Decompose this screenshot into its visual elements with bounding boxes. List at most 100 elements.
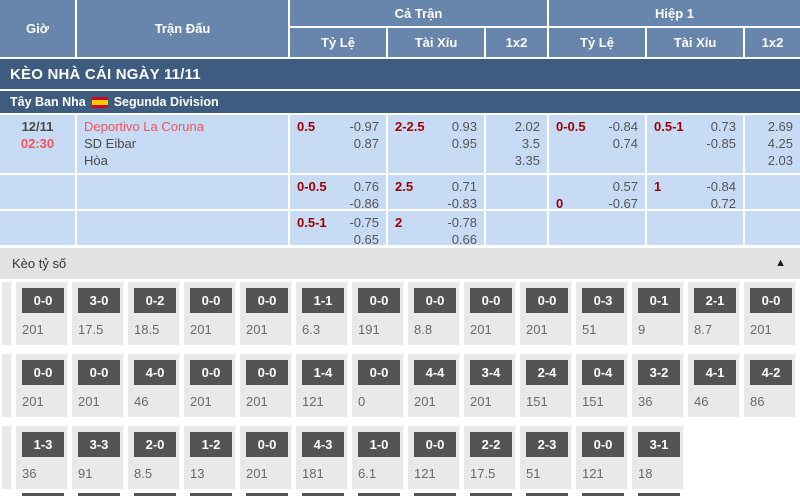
score-chip[interactable]: 0-0 [190, 360, 232, 385]
score-chip[interactable]: 1-1 [302, 288, 344, 313]
overunder-odds-cell-half[interactable]: 1 -0.84 0.72 [647, 175, 743, 209]
score-chip[interactable]: 1-2 [190, 432, 232, 457]
score-chip[interactable]: 2-1 [694, 288, 736, 313]
overunder-odds-cell-half[interactable]: 0.5-1 0.73 -0.85 [647, 115, 743, 173]
match-time-cell [0, 211, 75, 245]
score-option: 2-2 17.5 [464, 426, 515, 489]
score-chip[interactable]: 2-0 [134, 432, 176, 457]
score-chip[interactable]: 0-1 [638, 288, 680, 313]
score-chip[interactable]: 4-0 [134, 360, 176, 385]
score-chip[interactable]: 0-0 [22, 360, 64, 385]
handicap-odds-cell-full[interactable]: 0-0.5 0.76 -0.86 [290, 175, 386, 209]
score-chip[interactable]: 0-0 [470, 288, 512, 313]
handicap-odds-cell-full[interactable]: 0.5 -0.97 0.87 [290, 115, 386, 173]
score-chip[interactable]: 0-0 [526, 288, 568, 313]
1x2-odds-cell-full[interactable] [486, 211, 547, 245]
1x2-odds-cell-half[interactable]: 2.69 4.25 2.03 [745, 115, 800, 173]
1x2-odds-cell-half[interactable] [745, 211, 800, 245]
score-option: 3-1 18 [632, 426, 683, 489]
score-option: 3-4 201 [464, 354, 515, 417]
overunder-odds-cell-half[interactable] [647, 211, 743, 245]
handicap-odds-cell-half[interactable]: 0-0.5 -0.84 0.74 [549, 115, 645, 173]
score-odds: 9 [638, 322, 646, 337]
score-chip[interactable]: 4-2 [750, 360, 792, 385]
score-chip[interactable]: 0-2 [134, 288, 176, 313]
score-chip[interactable]: 0-0 [246, 432, 288, 457]
score-chip[interactable]: 0-0 [78, 360, 120, 385]
1x2-odds-cell-full[interactable] [486, 175, 547, 209]
score-chip[interactable]: 3-3 [78, 432, 120, 457]
score-chip[interactable]: 0-0 [750, 288, 792, 313]
score-chip[interactable]: 0-0 [358, 360, 400, 385]
handicap-label: 0 [556, 196, 564, 209]
score-chip[interactable]: 0-3 [582, 288, 624, 313]
score-chip[interactable]: 0-0 [414, 432, 456, 457]
score-chip[interactable]: 0-0 [190, 288, 232, 313]
score-chip[interactable]: 4-3 [302, 432, 344, 457]
score-option: 0-0 201 [464, 282, 515, 345]
score-chip[interactable]: 4-1 [694, 360, 736, 385]
score-odds: 201 [78, 394, 100, 409]
score-chip[interactable]: 3-1 [638, 432, 680, 457]
odd-value: 0.71 [451, 179, 477, 194]
score-chip[interactable]: 2-3 [526, 432, 568, 457]
odd-value: 0.95 [451, 136, 477, 151]
1x2-odds-cell-full[interactable]: 2.02 3.5 3.35 [486, 115, 547, 173]
league-bar[interactable]: Tây Ban Nha Segunda Division [0, 91, 800, 113]
handicap-odds-cell-half[interactable]: 0.57 0 -0.67 [549, 175, 645, 209]
score-chip-cropped[interactable] [190, 493, 232, 496]
overunder-odds-cell-full[interactable]: 2-2.5 0.93 0.95 [388, 115, 484, 173]
score-option: 1-2 13 [184, 426, 235, 489]
score-chip[interactable]: 0-0 [246, 360, 288, 385]
column-header-handicap-half: Tỷ Lệ [549, 28, 645, 57]
score-chip-cropped[interactable] [470, 493, 512, 496]
score-odds: 191 [358, 322, 380, 337]
odd-value: -0.78 [447, 215, 477, 230]
overunder-odds-cell-full[interactable]: 2 -0.78 0.66 [388, 211, 484, 245]
1x2-odds-cell-half[interactable] [745, 175, 800, 209]
score-chip-cropped[interactable] [358, 493, 400, 496]
score-chip-cropped[interactable] [638, 493, 680, 496]
overunder-odds-cell-full[interactable]: 2.5 0.71 -0.83 [388, 175, 484, 209]
score-chip-cropped[interactable] [526, 493, 568, 496]
row-left-spacer [2, 282, 11, 345]
match-teams-cell [77, 211, 288, 245]
handicap-odds-cell-half[interactable] [549, 211, 645, 245]
score-chip[interactable]: 0-0 [582, 432, 624, 457]
score-chip-cropped[interactable] [582, 493, 624, 496]
score-chip-cropped[interactable] [414, 493, 456, 496]
score-chip-cropped[interactable] [302, 493, 344, 496]
collapse-caret-icon[interactable]: ▲ [775, 257, 786, 269]
score-chip-cropped[interactable] [246, 493, 288, 496]
score-chip[interactable]: 3-2 [638, 360, 680, 385]
score-chip[interactable]: 0-4 [582, 360, 624, 385]
score-chip-cropped[interactable] [22, 493, 64, 496]
score-option: 4-2 86 [744, 354, 795, 417]
handicap-odds-cell-full[interactable]: 0.5-1 -0.75 0.65 [290, 211, 386, 245]
score-chip[interactable]: 2-2 [470, 432, 512, 457]
score-chip[interactable]: 0-0 [246, 288, 288, 313]
odds-line: 2 -0.78 [395, 214, 477, 231]
match-kickoff-time: 02:30 [20, 136, 55, 151]
score-chip[interactable]: 4-4 [414, 360, 456, 385]
league-country: Tây Ban Nha [10, 95, 86, 109]
score-chip[interactable]: 1-3 [22, 432, 64, 457]
score-chip[interactable]: 0-0 [414, 288, 456, 313]
score-chip-cropped[interactable] [78, 493, 120, 496]
score-option: 0-0 201 [240, 354, 291, 417]
score-chip[interactable]: 3-4 [470, 360, 512, 385]
odds-line: 0.5-1 -0.75 [297, 214, 379, 231]
score-chip[interactable]: 3-0 [78, 288, 120, 313]
score-chip-cropped[interactable] [134, 493, 176, 496]
score-chip[interactable]: 1-4 [302, 360, 344, 385]
handicap-label: 1 [654, 179, 662, 194]
handicap-label: 2 [395, 215, 403, 230]
score-odds: 151 [526, 394, 548, 409]
score-chip[interactable]: 1-0 [358, 432, 400, 457]
score-chip[interactable]: 0-0 [22, 288, 64, 313]
score-chip[interactable]: 0-0 [358, 288, 400, 313]
score-option: 1-4 121 [296, 354, 347, 417]
score-chip[interactable]: 2-4 [526, 360, 568, 385]
odd-value: -0.75 [349, 215, 379, 230]
score-odds: 201 [190, 394, 212, 409]
